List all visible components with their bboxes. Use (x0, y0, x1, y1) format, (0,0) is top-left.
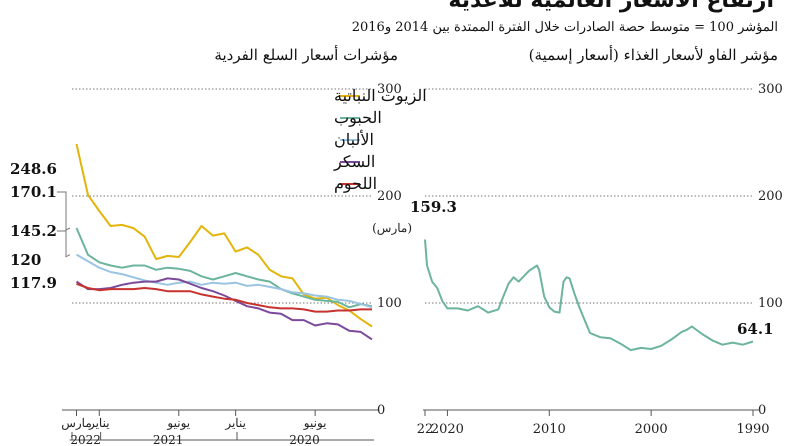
fao-y-tick-label: 0 (758, 403, 766, 418)
fao-x-tick-label: 2020 (431, 422, 464, 437)
legend-label: السكر (333, 152, 375, 171)
fao-y-tick-label: 200 (758, 189, 783, 204)
fao-x-tick-label: 22 (417, 422, 434, 437)
commodity-y-tick-label: 100 (377, 296, 402, 311)
legend-label: الألبان (334, 130, 374, 149)
year-label: 2020 (289, 433, 320, 446)
commodity-end-label: 145.2 (10, 222, 57, 240)
commodity-end-label: 170.1 (10, 183, 57, 201)
year-label: 2021 (153, 433, 184, 446)
series-line-2 (75, 253, 373, 309)
legend-label: الزيوت النباتية (334, 86, 427, 105)
fao-panel-title: مؤشر الفاو لأسعار الغذاء (أسعار إسمية) (528, 46, 778, 64)
commodity-x-tick-label: مارس (61, 416, 92, 430)
fao-y-tick-label: 100 (758, 296, 783, 311)
page-subtitle: المؤشر 100 = متوسط حصة الصادرات خلال الف… (351, 20, 778, 35)
legend-label: الحبوب (334, 108, 382, 127)
fao-price-line (424, 239, 754, 352)
fao-x-tick-label: 2000 (635, 422, 668, 437)
commodity-end-label: 248.6 (10, 160, 57, 178)
fao-x-tick-label: 1990 (736, 422, 769, 437)
label-leader-line (57, 230, 71, 258)
commodity-end-label: 120 (10, 251, 41, 269)
series-line-0 (75, 143, 373, 328)
series-line-1 (75, 227, 373, 309)
page-title: ارتفاع الأسعار العالمية للأغذية (448, 0, 774, 13)
commodity-x-tick-label: يونيو (166, 416, 190, 430)
fao-latest-label: 64.1 (737, 320, 774, 338)
fao-peak-label: 159.3 (410, 198, 457, 216)
fao-peak-sublabel: (مارس) (372, 221, 412, 235)
commodity-y-tick-label: 200 (377, 189, 402, 204)
commodities-panel-title: مؤشرات أسعار السلع الفردية (214, 46, 398, 64)
series-line-4 (76, 282, 372, 313)
commodity-x-tick-label: يناير (88, 416, 110, 430)
fao-y-tick-label: 300 (758, 82, 783, 97)
commodity-y-tick-label: 300 (377, 82, 402, 97)
commodity-x-tick-label: يناير (224, 416, 246, 430)
fao-x-tick-label: 2010 (533, 422, 566, 437)
commodity-x-tick-label: يونيو (303, 416, 327, 430)
commodity-y-tick-label: 0 (377, 403, 385, 418)
legend-label: اللحوم (334, 174, 377, 193)
year-label: 2022 (70, 433, 101, 446)
commodity-end-label: 117.9 (10, 274, 57, 292)
label-leader-line (57, 191, 71, 231)
series-line-3 (75, 277, 373, 341)
